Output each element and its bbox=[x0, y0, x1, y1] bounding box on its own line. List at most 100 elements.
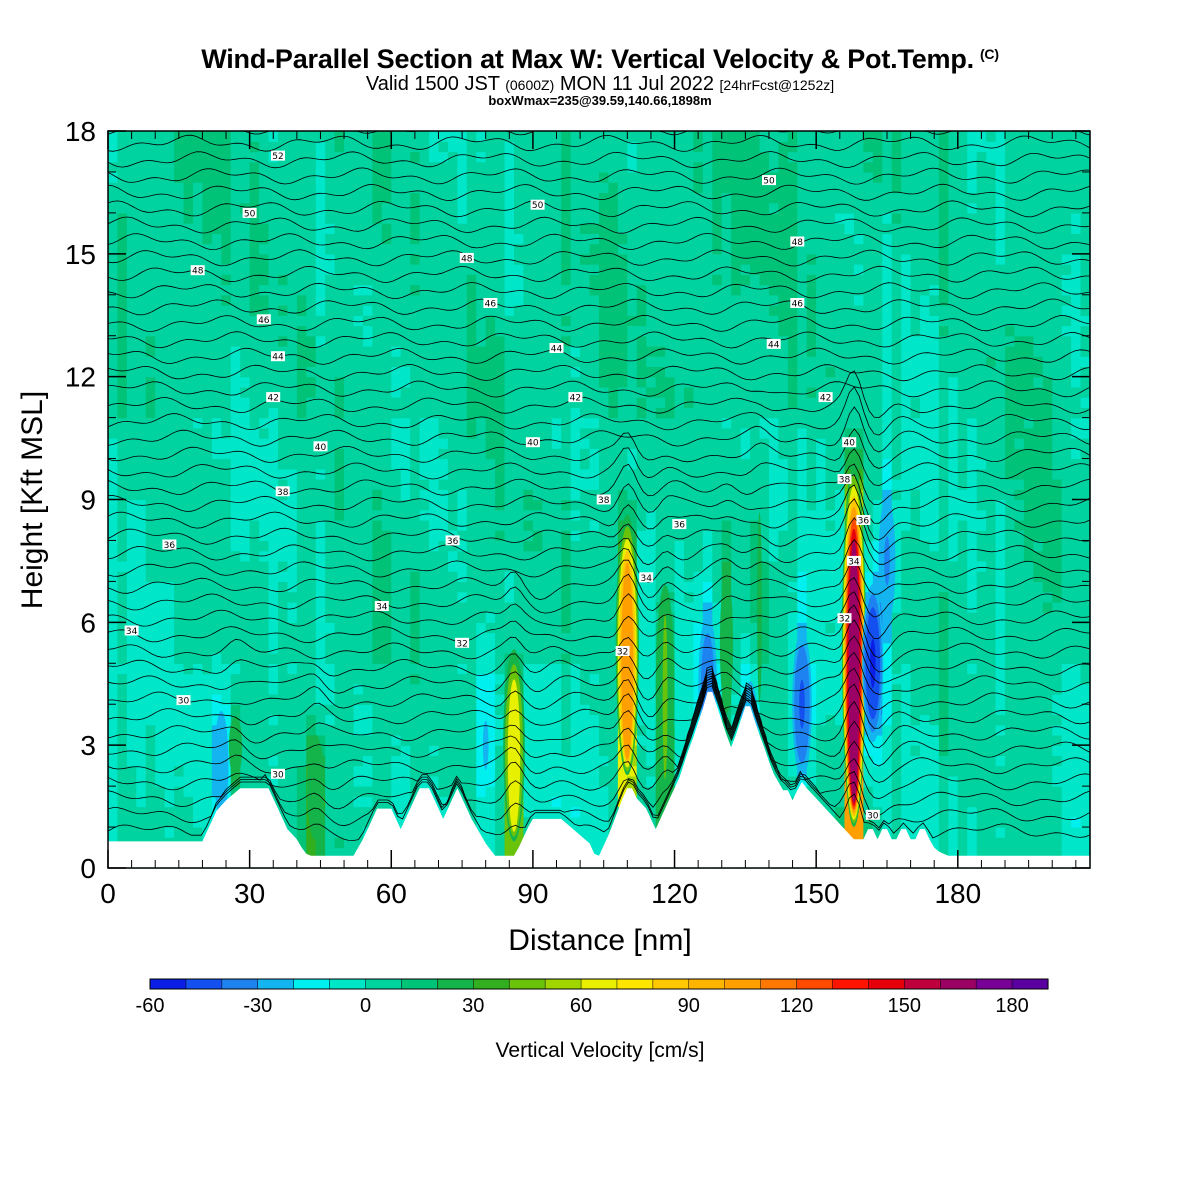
colorbar-swatch bbox=[365, 978, 402, 990]
colorbar-tick-label: 30 bbox=[462, 995, 484, 1017]
y-tick-label: 9 bbox=[80, 485, 96, 516]
updraft-core-3-45 bbox=[662, 613, 668, 780]
x-axis: 0 30 60 90 120 150 180 bbox=[100, 131, 1077, 909]
theta-label: 42 bbox=[820, 394, 831, 404]
theta-contour-line bbox=[107, 591, 1091, 640]
y-tick-label: 12 bbox=[65, 362, 96, 393]
theta-label-bg bbox=[176, 695, 191, 706]
colorbar-swatch bbox=[939, 978, 977, 990]
theta-label-bg bbox=[856, 515, 871, 525]
colorbar-tick-label: 90 bbox=[678, 995, 700, 1017]
updraft-core-2-65 bbox=[507, 679, 521, 832]
theta-contour-line bbox=[107, 677, 1091, 800]
theta-label-bg bbox=[374, 601, 389, 611]
theta-contours bbox=[107, 130, 1091, 841]
theta-label: 32 bbox=[456, 639, 467, 649]
theta-label: 38 bbox=[839, 476, 851, 486]
theta-label-bg bbox=[818, 392, 833, 403]
x-axis-label: Distance [nm] bbox=[508, 924, 691, 957]
theta-contour-line bbox=[107, 672, 1091, 767]
theta-label: 48 bbox=[192, 267, 204, 277]
theta-label: 34 bbox=[126, 627, 138, 637]
theta-contour-line bbox=[107, 314, 1091, 332]
theta-label-bg bbox=[762, 175, 776, 186]
theta-label-bg bbox=[596, 494, 611, 505]
theta-contour-line bbox=[107, 249, 1091, 267]
theta-label-bg bbox=[271, 351, 285, 362]
theta-label: 30 bbox=[272, 770, 284, 780]
theta-label-bg bbox=[124, 625, 139, 636]
updraft-core-5-25 bbox=[228, 716, 243, 778]
x-tick-label: 60 bbox=[376, 878, 407, 909]
theta-label-bg bbox=[271, 768, 285, 779]
theta-label: 32 bbox=[839, 615, 850, 625]
colorbar-swatch bbox=[616, 978, 654, 990]
theta-label: 38 bbox=[598, 496, 610, 506]
colorbar-frame bbox=[149, 978, 1049, 990]
colorbar-swatch bbox=[688, 978, 726, 990]
theta-label: 36 bbox=[674, 521, 686, 531]
theta-label-bg bbox=[455, 637, 470, 648]
theta-label: 30 bbox=[867, 811, 879, 821]
theta-contour-line bbox=[107, 200, 1091, 218]
theta-label: 44 bbox=[551, 345, 563, 355]
theta-label-bg bbox=[766, 338, 781, 349]
theta-label: 36 bbox=[164, 541, 176, 551]
theta-label: 46 bbox=[792, 300, 804, 310]
x-tick-label: 120 bbox=[651, 878, 698, 909]
theta-label-bg bbox=[525, 437, 540, 448]
theta-contour-line bbox=[107, 167, 1091, 185]
y-tick-label: 15 bbox=[65, 239, 96, 270]
theta-contour-line bbox=[107, 665, 1091, 717]
colorbar-label: Vertical Velocity [cm/s] bbox=[496, 1039, 705, 1062]
theta-label: 34 bbox=[640, 574, 652, 584]
theta-label-bg bbox=[639, 572, 654, 583]
colorbar-swatch bbox=[544, 978, 582, 990]
x-tick-label: 30 bbox=[234, 878, 265, 909]
theta-contour-line bbox=[107, 447, 1091, 487]
updraft-core-1-165 bbox=[848, 539, 860, 803]
theta-label: 44 bbox=[768, 340, 780, 350]
theta-contour-line bbox=[107, 538, 1091, 584]
theta-label: 34 bbox=[848, 557, 860, 567]
theta-label-bg bbox=[266, 392, 281, 403]
theta-contour-line bbox=[107, 484, 1091, 541]
colorbar-swatch bbox=[975, 978, 1013, 990]
theta-contour-line bbox=[107, 386, 1091, 436]
colorbar-tick-label: 180 bbox=[995, 995, 1028, 1017]
updraft-core-0-105 bbox=[621, 562, 634, 760]
theta-label: 50 bbox=[532, 201, 544, 211]
colorbar-swatch bbox=[437, 978, 474, 990]
theta-contour-line bbox=[107, 635, 1091, 684]
theta-contour-line bbox=[107, 428, 1091, 469]
updraft-core-4-25 bbox=[307, 734, 325, 841]
colorbar-swatch bbox=[724, 978, 762, 990]
x-tick-label: 180 bbox=[934, 878, 981, 909]
colorbar-swatch bbox=[904, 978, 941, 990]
y-axis-label: Height [Kft MSL] bbox=[16, 391, 49, 609]
theta-label-bg bbox=[837, 613, 852, 624]
theta-contour-line bbox=[107, 670, 1091, 749]
downdraft-core-5-25 bbox=[482, 720, 489, 770]
downdraft-core-0-55 bbox=[870, 638, 876, 688]
downdraft-core-1-45 bbox=[799, 679, 805, 729]
updraft-core-6-25 bbox=[719, 574, 734, 714]
colorbar-tick-label: 150 bbox=[888, 995, 921, 1017]
theta-label-bg bbox=[190, 265, 205, 276]
theta-label: 40 bbox=[527, 439, 539, 449]
theta-label-bg bbox=[242, 207, 257, 218]
theta-label-bg bbox=[445, 535, 460, 546]
theta-contour-line bbox=[107, 265, 1090, 283]
theta-contour-line bbox=[107, 619, 1091, 673]
colorbar-swatch bbox=[652, 978, 690, 990]
colorbar-tick-label: 0 bbox=[360, 995, 371, 1017]
colorbar-swatch bbox=[401, 978, 438, 990]
x-tick-label: 90 bbox=[517, 878, 548, 909]
theta-label-bg bbox=[568, 392, 583, 403]
colorbar-swatch bbox=[149, 978, 187, 990]
theta-label: 50 bbox=[244, 209, 256, 219]
theta-label-bg bbox=[530, 199, 545, 210]
theta-contour-line bbox=[107, 151, 1091, 169]
theta-contour-line bbox=[107, 364, 1091, 382]
